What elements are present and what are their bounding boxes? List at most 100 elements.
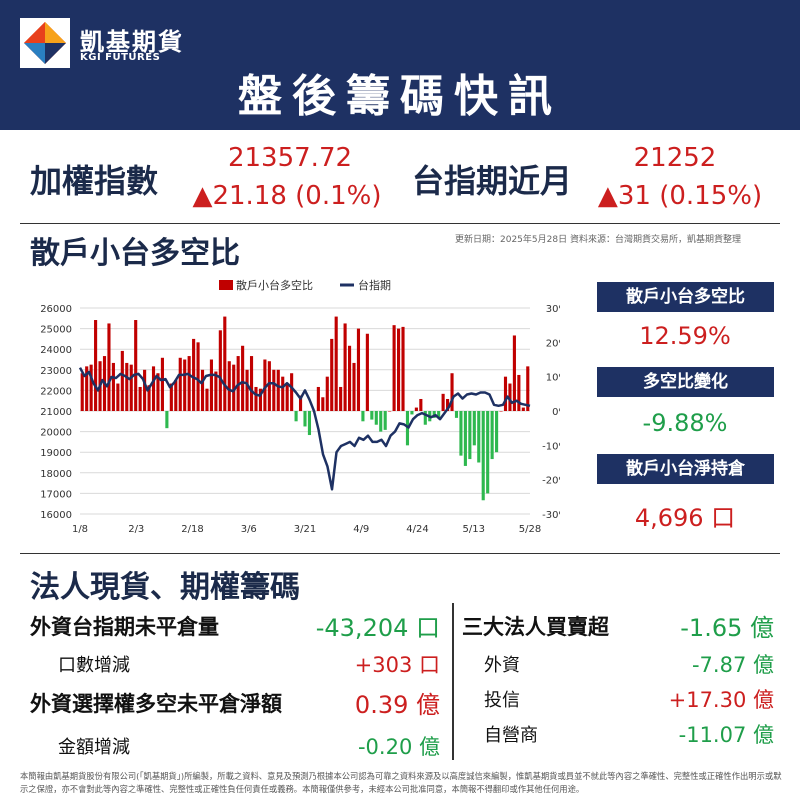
ratio-bar xyxy=(209,359,213,411)
y-left-tick-label: 22000 xyxy=(40,386,72,397)
ratio-bar xyxy=(339,386,343,411)
amount-change-value: -0.20 億 xyxy=(357,735,440,759)
ratio-bar xyxy=(499,411,503,412)
y-left-tick-label: 25000 xyxy=(40,325,72,336)
lots-change-value: +303 口 xyxy=(354,653,440,677)
y-right-tick-label: -30% xyxy=(542,510,560,521)
futures-label: 台指期近月 xyxy=(412,162,573,200)
x-tick-label: 2/3 xyxy=(128,524,144,535)
ratio-bar xyxy=(370,411,374,420)
ratio-bar xyxy=(414,407,418,411)
ratio-bar xyxy=(200,369,205,411)
ratio-bar xyxy=(468,411,472,460)
y-right-tick-label: -20% xyxy=(542,476,560,487)
retail-ratio-chart: 散戶小台多空比 台指期 16000 17000 18000 19000 20000 210… xyxy=(40,278,560,535)
y-left-tick-label: 17000 xyxy=(40,489,72,500)
ratio-bar xyxy=(196,342,200,411)
ratio-bar xyxy=(361,411,365,422)
vertical-divider xyxy=(452,603,454,760)
foreign-label: 外資 xyxy=(484,655,520,676)
x-tick-label: 1/8 xyxy=(72,524,88,535)
ratio-bar xyxy=(463,411,467,466)
ratio-bar xyxy=(526,366,530,411)
ratio-bar xyxy=(495,411,499,453)
ratio-bar xyxy=(129,364,133,411)
x-tick-label: 5/28 xyxy=(519,524,541,535)
ratio-bar xyxy=(521,407,525,411)
x-tick-label: 4/9 xyxy=(353,524,369,535)
y-left-tick-label: 18000 xyxy=(40,469,72,480)
foreign-oi-label: 外資台指期未平倉量 xyxy=(30,615,219,639)
ratio-bar xyxy=(356,328,361,411)
y-left-tick-label: 23000 xyxy=(40,366,72,377)
ratio-bar xyxy=(285,383,289,411)
y-right-tick-label: 10% xyxy=(546,373,560,384)
ratio-bar xyxy=(281,376,285,411)
ratio-bar xyxy=(294,411,298,422)
ratio-bar xyxy=(290,373,294,411)
ratio-bar xyxy=(218,330,222,411)
futures-value: 21252 xyxy=(633,143,717,173)
change-box-label: 多空比變化 xyxy=(597,367,774,397)
foreign-value: -7.87 億 xyxy=(691,653,774,677)
ratio-bar xyxy=(263,359,267,411)
x-tick-label: 4/24 xyxy=(406,524,428,535)
ratio-bar xyxy=(183,359,187,411)
ratio-bar xyxy=(85,366,89,411)
ratio-bar xyxy=(392,325,396,411)
ratio-bar xyxy=(223,316,227,411)
legend-label-ratio: 散戶小台多空比 xyxy=(236,278,313,292)
ratio-bar xyxy=(410,411,414,415)
big3-value: -1.65 億 xyxy=(680,614,774,642)
ratio-bar xyxy=(120,350,124,411)
ratio-bar xyxy=(178,357,182,411)
ratio-bar xyxy=(111,362,115,411)
x-tick-label: 5/13 xyxy=(463,524,485,535)
ratio-value: 12.59% xyxy=(639,322,731,350)
ratio-bar xyxy=(379,411,383,432)
y-right-tick-label: 0% xyxy=(552,407,560,418)
ratio-bar xyxy=(423,411,427,425)
ratio-bar xyxy=(241,345,245,411)
ratio-bar xyxy=(227,361,231,411)
chart-line xyxy=(78,367,531,491)
ratio-bar xyxy=(347,345,352,411)
y-left-tick-label: 21000 xyxy=(40,407,72,418)
y-left-tick-label: 19000 xyxy=(40,448,72,459)
ratio-bar xyxy=(437,411,441,418)
ratio-bar xyxy=(94,320,98,411)
ratio-bar xyxy=(325,376,329,411)
ratio-bar xyxy=(303,411,307,427)
ratio-box-label: 散戶小台多空比 xyxy=(597,282,774,312)
ratio-bar xyxy=(258,388,263,411)
ratio-bar xyxy=(512,335,516,411)
trust-value: +17.30 億 xyxy=(668,688,774,712)
big3-label: 三大法人買賣超 xyxy=(462,615,609,639)
ratio-bar xyxy=(143,369,147,411)
x-tick-label: 3/21 xyxy=(294,524,316,535)
trust-label: 投信 xyxy=(484,690,520,711)
ratio-bar xyxy=(446,398,450,411)
header-banner: 凱基期貨 KGI FUTURES 盤後籌碼快訊 xyxy=(0,0,800,130)
ratio-bar xyxy=(374,411,378,425)
ratio-bar xyxy=(472,411,476,446)
ratio-bar xyxy=(125,362,129,411)
y-right-tick-label: 30% xyxy=(546,304,560,315)
ratio-bar xyxy=(388,411,392,412)
ratio-bar xyxy=(165,411,169,429)
legend-bar-swatch xyxy=(219,280,233,290)
y-left-tick-label: 24000 xyxy=(40,345,72,356)
ratio-bar xyxy=(334,316,338,411)
update-note: 更新日期：2025年5月28日 資料來源：台灣期貨交易所，凱基期貨整理 xyxy=(455,235,741,245)
ratio-bar xyxy=(316,386,320,411)
taiex-label: 加權指數 xyxy=(30,162,159,200)
ratio-bar xyxy=(89,364,93,411)
brand-name-cn: 凱基期貨 xyxy=(80,28,184,56)
ratio-bar xyxy=(383,411,387,430)
ratio-bar xyxy=(490,411,494,460)
ratio-bar xyxy=(156,373,160,411)
futures-line xyxy=(78,367,531,491)
ratio-bar xyxy=(352,362,356,411)
ratio-bar xyxy=(477,411,481,463)
ratio-bar xyxy=(249,356,254,411)
